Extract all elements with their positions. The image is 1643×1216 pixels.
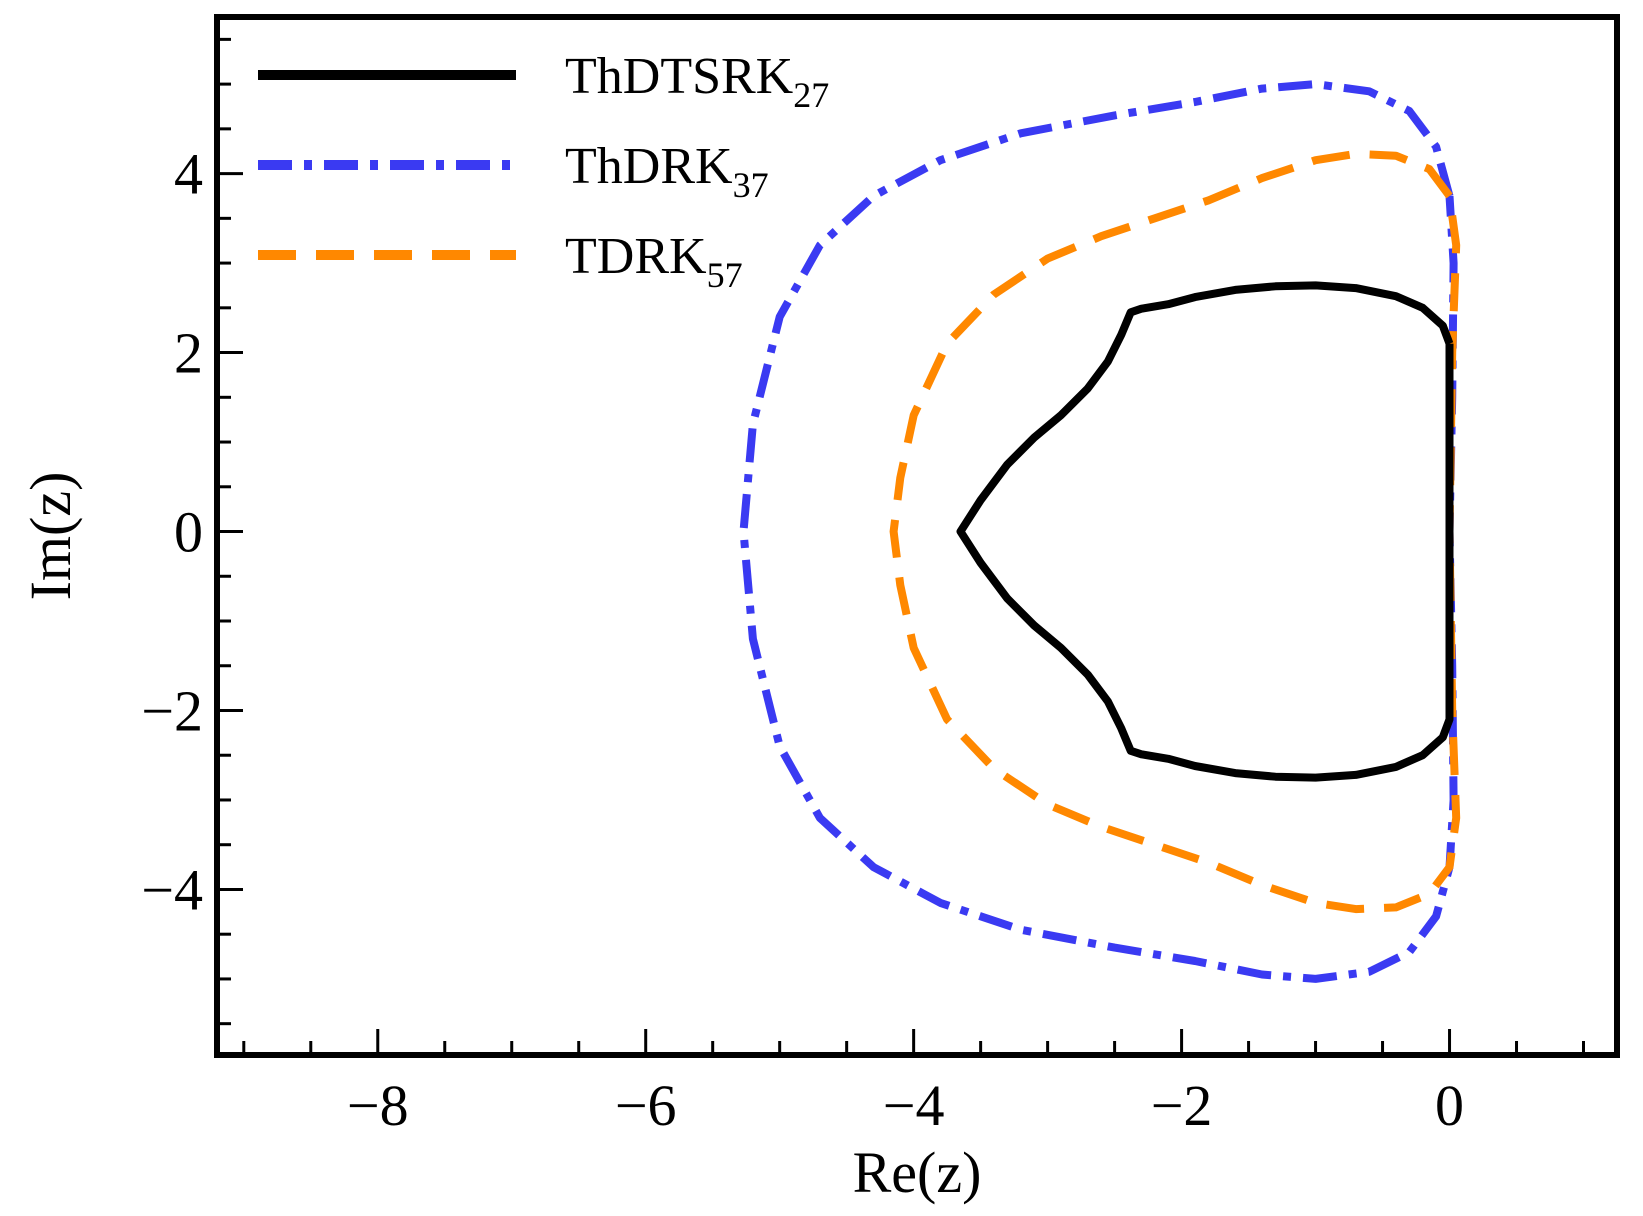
- x-tick-label: −6: [615, 1073, 677, 1138]
- plot-frame: [214, 14, 1620, 1058]
- series-line-tdrk: [889, 149, 1461, 914]
- legend-label-thdtsrk: ThDTSRK27: [565, 48, 829, 115]
- x-axis-label: Re(z): [853, 1140, 982, 1205]
- y-tick-label: 0: [174, 500, 203, 565]
- legend-label-thdrk: ThDRK37: [565, 138, 769, 205]
- legend: ThDTSRK27 ThDRK37 TDRK57: [258, 48, 829, 295]
- y-tick-label: 2: [174, 321, 203, 386]
- y-tick-label: 4: [174, 142, 203, 207]
- y-tick-label: −2: [141, 678, 203, 743]
- tick-labels: −8 −6 −4 −2 0 −4 −2 0 2 4: [141, 142, 1464, 1138]
- x-tick-label: −2: [1151, 1073, 1213, 1138]
- x-tick-label: −8: [347, 1073, 409, 1138]
- series-line-thdtsrk: [956, 281, 1454, 782]
- x-tick-label: 0: [1435, 1073, 1464, 1138]
- axis-ticks: [217, 37, 1586, 1055]
- x-tick-label: −4: [883, 1073, 945, 1138]
- plot-curves: [739, 80, 1461, 983]
- legend-label-tdrk: TDRK57: [565, 228, 743, 295]
- series-line-thdrk: [739, 80, 1458, 983]
- y-tick-label: −4: [141, 857, 203, 922]
- y-axis-label: Im(z): [18, 472, 83, 601]
